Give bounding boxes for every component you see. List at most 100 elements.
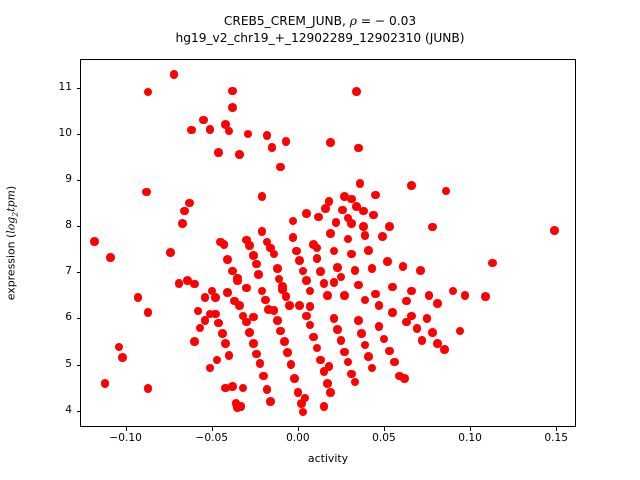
- scatter-point: [305, 302, 315, 311]
- scatter-point: [255, 359, 265, 368]
- scatter-point: [353, 316, 363, 325]
- scatter-points-layer: [81, 60, 575, 426]
- scatter-point: [221, 120, 230, 129]
- scatter-point: [254, 269, 263, 279]
- scatter-point: [190, 337, 199, 346]
- scatter-point: [143, 384, 153, 394]
- scatter-point: [266, 243, 275, 253]
- scatter-point: [257, 227, 267, 237]
- scatter-point: [133, 293, 143, 302]
- scatter-point: [412, 324, 422, 334]
- y-axis-tick: [76, 272, 80, 274]
- scatter-point: [267, 142, 277, 152]
- scatter-point: [90, 237, 100, 246]
- scatter-point: [422, 314, 432, 323]
- x-axis-tick: [383, 427, 385, 431]
- scatter-point: [324, 197, 334, 207]
- scatter-point: [276, 326, 286, 336]
- scatter-point: [288, 233, 298, 242]
- scatter-point: [364, 352, 373, 361]
- scatter-point: [302, 311, 311, 321]
- scatter-point: [174, 279, 184, 288]
- scatter-point: [281, 292, 291, 301]
- y-axis-tick-label: 4: [65, 403, 72, 416]
- scatter-point: [360, 295, 370, 305]
- scatter-point: [183, 275, 193, 285]
- scatter-point: [455, 326, 465, 336]
- scatter-point: [269, 305, 279, 315]
- scatter-point: [314, 212, 323, 222]
- scatter-point: [257, 192, 267, 201]
- scatter-point: [350, 266, 360, 275]
- scatter-point: [433, 299, 442, 308]
- scatter-point: [371, 190, 380, 200]
- chart-subtitle: hg19_v2_chr19_+_12902289_12902310 (JUNB): [175, 30, 465, 45]
- chart-title: CREB5_CREM_JUNB, ρ = − 0.03 hg19_v2_chr1…: [0, 13, 640, 46]
- rho-symbol: ρ: [349, 14, 357, 28]
- y-axis-tick: [76, 318, 80, 320]
- x-axis-tick-label: −0.10: [109, 432, 142, 444]
- scatter-point: [211, 293, 220, 302]
- scatter-point: [336, 272, 346, 282]
- scatter-point: [324, 362, 334, 371]
- scatter-point: [295, 256, 305, 265]
- scatter-point: [355, 178, 365, 188]
- scatter-point: [340, 347, 349, 357]
- y-axis-tick-label: 5: [65, 357, 72, 370]
- scatter-point: [316, 355, 325, 365]
- scatter-point: [312, 243, 322, 253]
- scatter-point: [402, 296, 411, 306]
- scatter-point: [186, 125, 196, 135]
- y-axis-tick-label: 11: [58, 80, 72, 93]
- scatter-point: [340, 192, 349, 201]
- x-axis-tick-label: 0.15: [544, 432, 568, 444]
- scatter-point: [319, 366, 329, 376]
- scatter-point: [273, 264, 282, 273]
- y-axis-tick: [76, 226, 80, 228]
- scatter-point: [114, 342, 124, 352]
- scatter-point: [228, 382, 237, 391]
- x-axis-tick-label: 0.10: [458, 432, 482, 444]
- scatter-point: [333, 263, 342, 273]
- scatter-point: [228, 86, 237, 96]
- scatter-point: [353, 143, 363, 153]
- chart-title-line-1: CREB5_CREM_JUNB, ρ = − 0.03: [0, 13, 640, 30]
- y-label-prefix: expression (: [4, 233, 18, 301]
- y-label-tpm: tpm: [4, 190, 18, 212]
- scatter-point: [415, 266, 425, 275]
- scatter-point: [252, 259, 261, 269]
- y-axis-tick: [76, 410, 80, 412]
- scatter-point: [238, 383, 248, 393]
- scatter-point: [390, 357, 399, 367]
- scatter-point: [388, 282, 398, 292]
- scatter-point: [217, 329, 227, 338]
- y-axis-tick-label: 8: [65, 219, 72, 232]
- scatter-point: [245, 241, 255, 250]
- scatter-point: [312, 254, 322, 263]
- scatter-point: [338, 205, 348, 215]
- scatter-point: [105, 253, 115, 262]
- scatter-point: [407, 181, 416, 190]
- y-label-log: log: [4, 216, 18, 234]
- scatter-point: [357, 329, 367, 338]
- scatter-point: [238, 311, 248, 321]
- scatter-point: [223, 255, 232, 264]
- scatter-point: [305, 286, 315, 296]
- scatter-point: [242, 235, 251, 245]
- y-axis-tick: [76, 87, 80, 89]
- scatter-point: [198, 115, 208, 125]
- scatter-point: [302, 275, 311, 285]
- y-axis-tick-label: 7: [65, 265, 72, 278]
- scatter-point: [433, 339, 442, 348]
- scatter-point: [441, 186, 451, 196]
- plot-area: [80, 59, 576, 427]
- scatter-point: [371, 289, 380, 299]
- scatter-point: [118, 353, 127, 362]
- y-axis-tick: [76, 133, 80, 135]
- scatter-point: [195, 323, 205, 333]
- scatter-point: [260, 295, 270, 305]
- scatter-point: [319, 279, 329, 288]
- scatter-point: [388, 308, 398, 317]
- scatter-point: [369, 210, 379, 220]
- title-suffix: = − 0.03: [356, 14, 417, 28]
